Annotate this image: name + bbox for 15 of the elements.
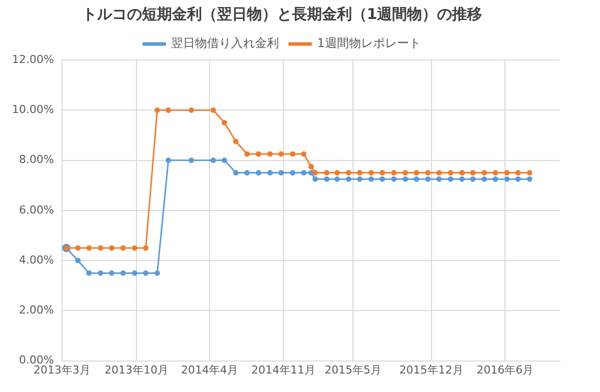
y-tick-label: 2.00% [18,304,54,317]
y-tick-label: 10.00% [12,102,54,116]
y-tick-label: 4.00% [18,253,54,266]
x-tick-label: 2015年5月 [324,363,382,376]
x-tick-label: 2015年12月 [399,363,464,376]
y-tick-label: 12.00% [12,52,54,66]
x-tick-label: 2014年11月 [251,363,316,376]
y-tick-label: 6.00% [18,203,54,216]
chart-title: トルコの短期金利（翌日物）と長期金利（1週間物）の推移 [82,4,482,23]
legend-label: 翌日物借り入れ金利 [171,36,280,50]
x-tick-label: 2016年6月 [476,363,534,376]
x-tick-label: 2014年4月 [181,363,238,376]
legend-label: 1週間物レポレート [317,36,421,50]
y-tick-label: 8.00% [18,153,54,166]
x-tick-label: 2013年10月 [104,363,168,376]
